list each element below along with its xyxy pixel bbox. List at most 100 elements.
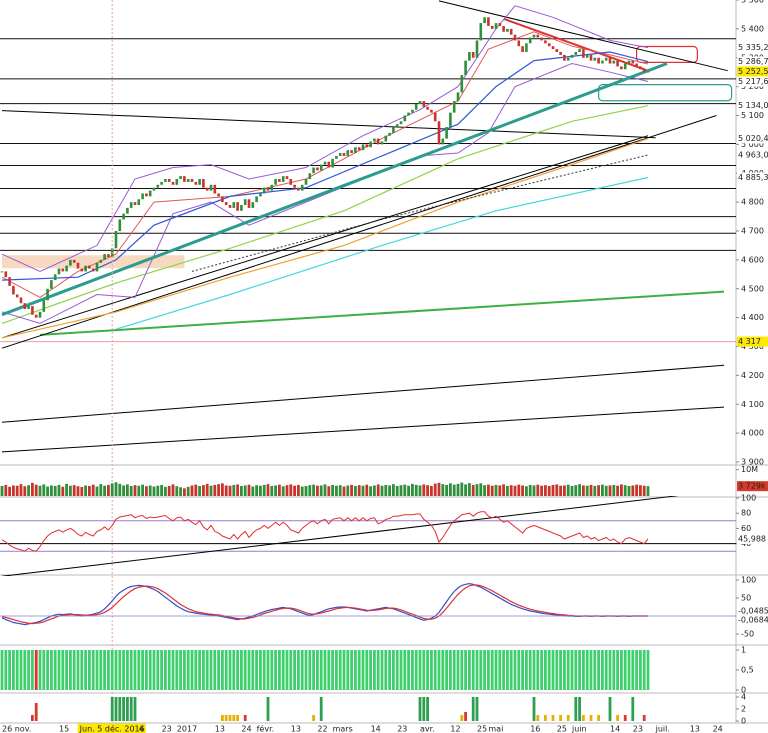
x-tick-label: 4: [139, 725, 144, 733]
bar: [293, 650, 296, 690]
value-label-bg: [737, 615, 768, 626]
bar: [156, 650, 160, 690]
bar: [76, 650, 80, 690]
x-tick-label: 23: [397, 725, 407, 733]
candle: [160, 181, 163, 185]
candle: [217, 193, 220, 197]
bar: [217, 650, 220, 690]
y-tick-label: 0: [741, 717, 746, 726]
candle: [483, 17, 486, 24]
candle: [308, 173, 312, 180]
bar: [107, 650, 110, 690]
bar: [198, 650, 201, 690]
candle: [547, 43, 551, 47]
bar: [608, 650, 612, 690]
candle: [620, 66, 623, 70]
bar: [171, 650, 175, 690]
candle: [468, 51, 471, 61]
bar: [380, 650, 384, 690]
overlay-line: [1, 137, 649, 339]
value-label: 5 252,50: [738, 67, 768, 76]
bar: [475, 650, 479, 690]
bar: [270, 485, 274, 496]
candle: [232, 202, 236, 208]
bar: [308, 485, 312, 496]
bar: [4, 484, 8, 496]
candle: [107, 254, 110, 257]
candle: [255, 196, 258, 203]
bar: [589, 484, 593, 496]
bar: [468, 483, 471, 496]
bar: [627, 485, 631, 496]
bar: [129, 650, 133, 690]
bar: [354, 650, 357, 690]
bar: [376, 650, 380, 690]
candle: [357, 147, 361, 151]
bar: [316, 485, 319, 496]
candle: [27, 306, 30, 309]
candle: [479, 23, 483, 41]
bar: [540, 650, 543, 690]
bar: [133, 697, 137, 721]
overlay-line: [39, 290, 725, 336]
bar: [346, 650, 350, 690]
candle: [589, 54, 593, 61]
candle: [498, 23, 502, 26]
bar: [171, 484, 175, 496]
bar: [289, 484, 293, 496]
bar: [384, 650, 388, 690]
candle: [612, 60, 616, 64]
bar: [122, 650, 125, 690]
bar: [494, 650, 498, 690]
overlay-line: [1, 364, 725, 423]
bar: [228, 485, 232, 496]
bar: [213, 650, 217, 690]
bar: [475, 697, 479, 721]
bar: [232, 484, 236, 496]
bar: [255, 650, 258, 690]
candle: [506, 28, 509, 32]
candle: [274, 179, 277, 185]
bar: [91, 484, 95, 496]
bar: [240, 650, 243, 690]
bar: [642, 715, 646, 721]
x-tick-label: 15: [59, 725, 69, 733]
y-tick-label: 4 200: [741, 371, 764, 380]
bar: [266, 650, 270, 690]
bar: [623, 650, 627, 690]
bar: [563, 650, 566, 690]
bar: [487, 650, 490, 690]
candle: [369, 141, 372, 148]
bar: [646, 486, 650, 496]
bar: [262, 650, 266, 690]
bar: [407, 485, 410, 496]
candle: [373, 138, 376, 142]
bar: [137, 485, 141, 496]
bar: [34, 484, 38, 496]
bar: [259, 485, 262, 496]
bar: [502, 484, 505, 496]
candle: [521, 46, 524, 52]
bar: [388, 650, 391, 690]
bar: [65, 650, 68, 690]
candle: [285, 176, 289, 180]
x-tick-label: 22: [317, 725, 327, 733]
candle: [323, 161, 327, 165]
bar: [221, 715, 224, 721]
bar: [498, 485, 502, 496]
x-tick-label: 12: [450, 725, 460, 733]
candle: [126, 207, 129, 214]
bar: [213, 484, 217, 496]
bar: [34, 650, 38, 690]
bar: [224, 650, 228, 690]
bar: [532, 485, 536, 496]
y-tick-label: 3 900: [741, 458, 764, 467]
candle: [627, 60, 631, 64]
bar: [620, 484, 623, 496]
y-tick-label: 5 500: [741, 0, 764, 5]
candle: [509, 28, 513, 35]
value-label: 5 286,74: [738, 57, 768, 66]
bar: [42, 650, 46, 690]
panel: [0, 582, 736, 626]
